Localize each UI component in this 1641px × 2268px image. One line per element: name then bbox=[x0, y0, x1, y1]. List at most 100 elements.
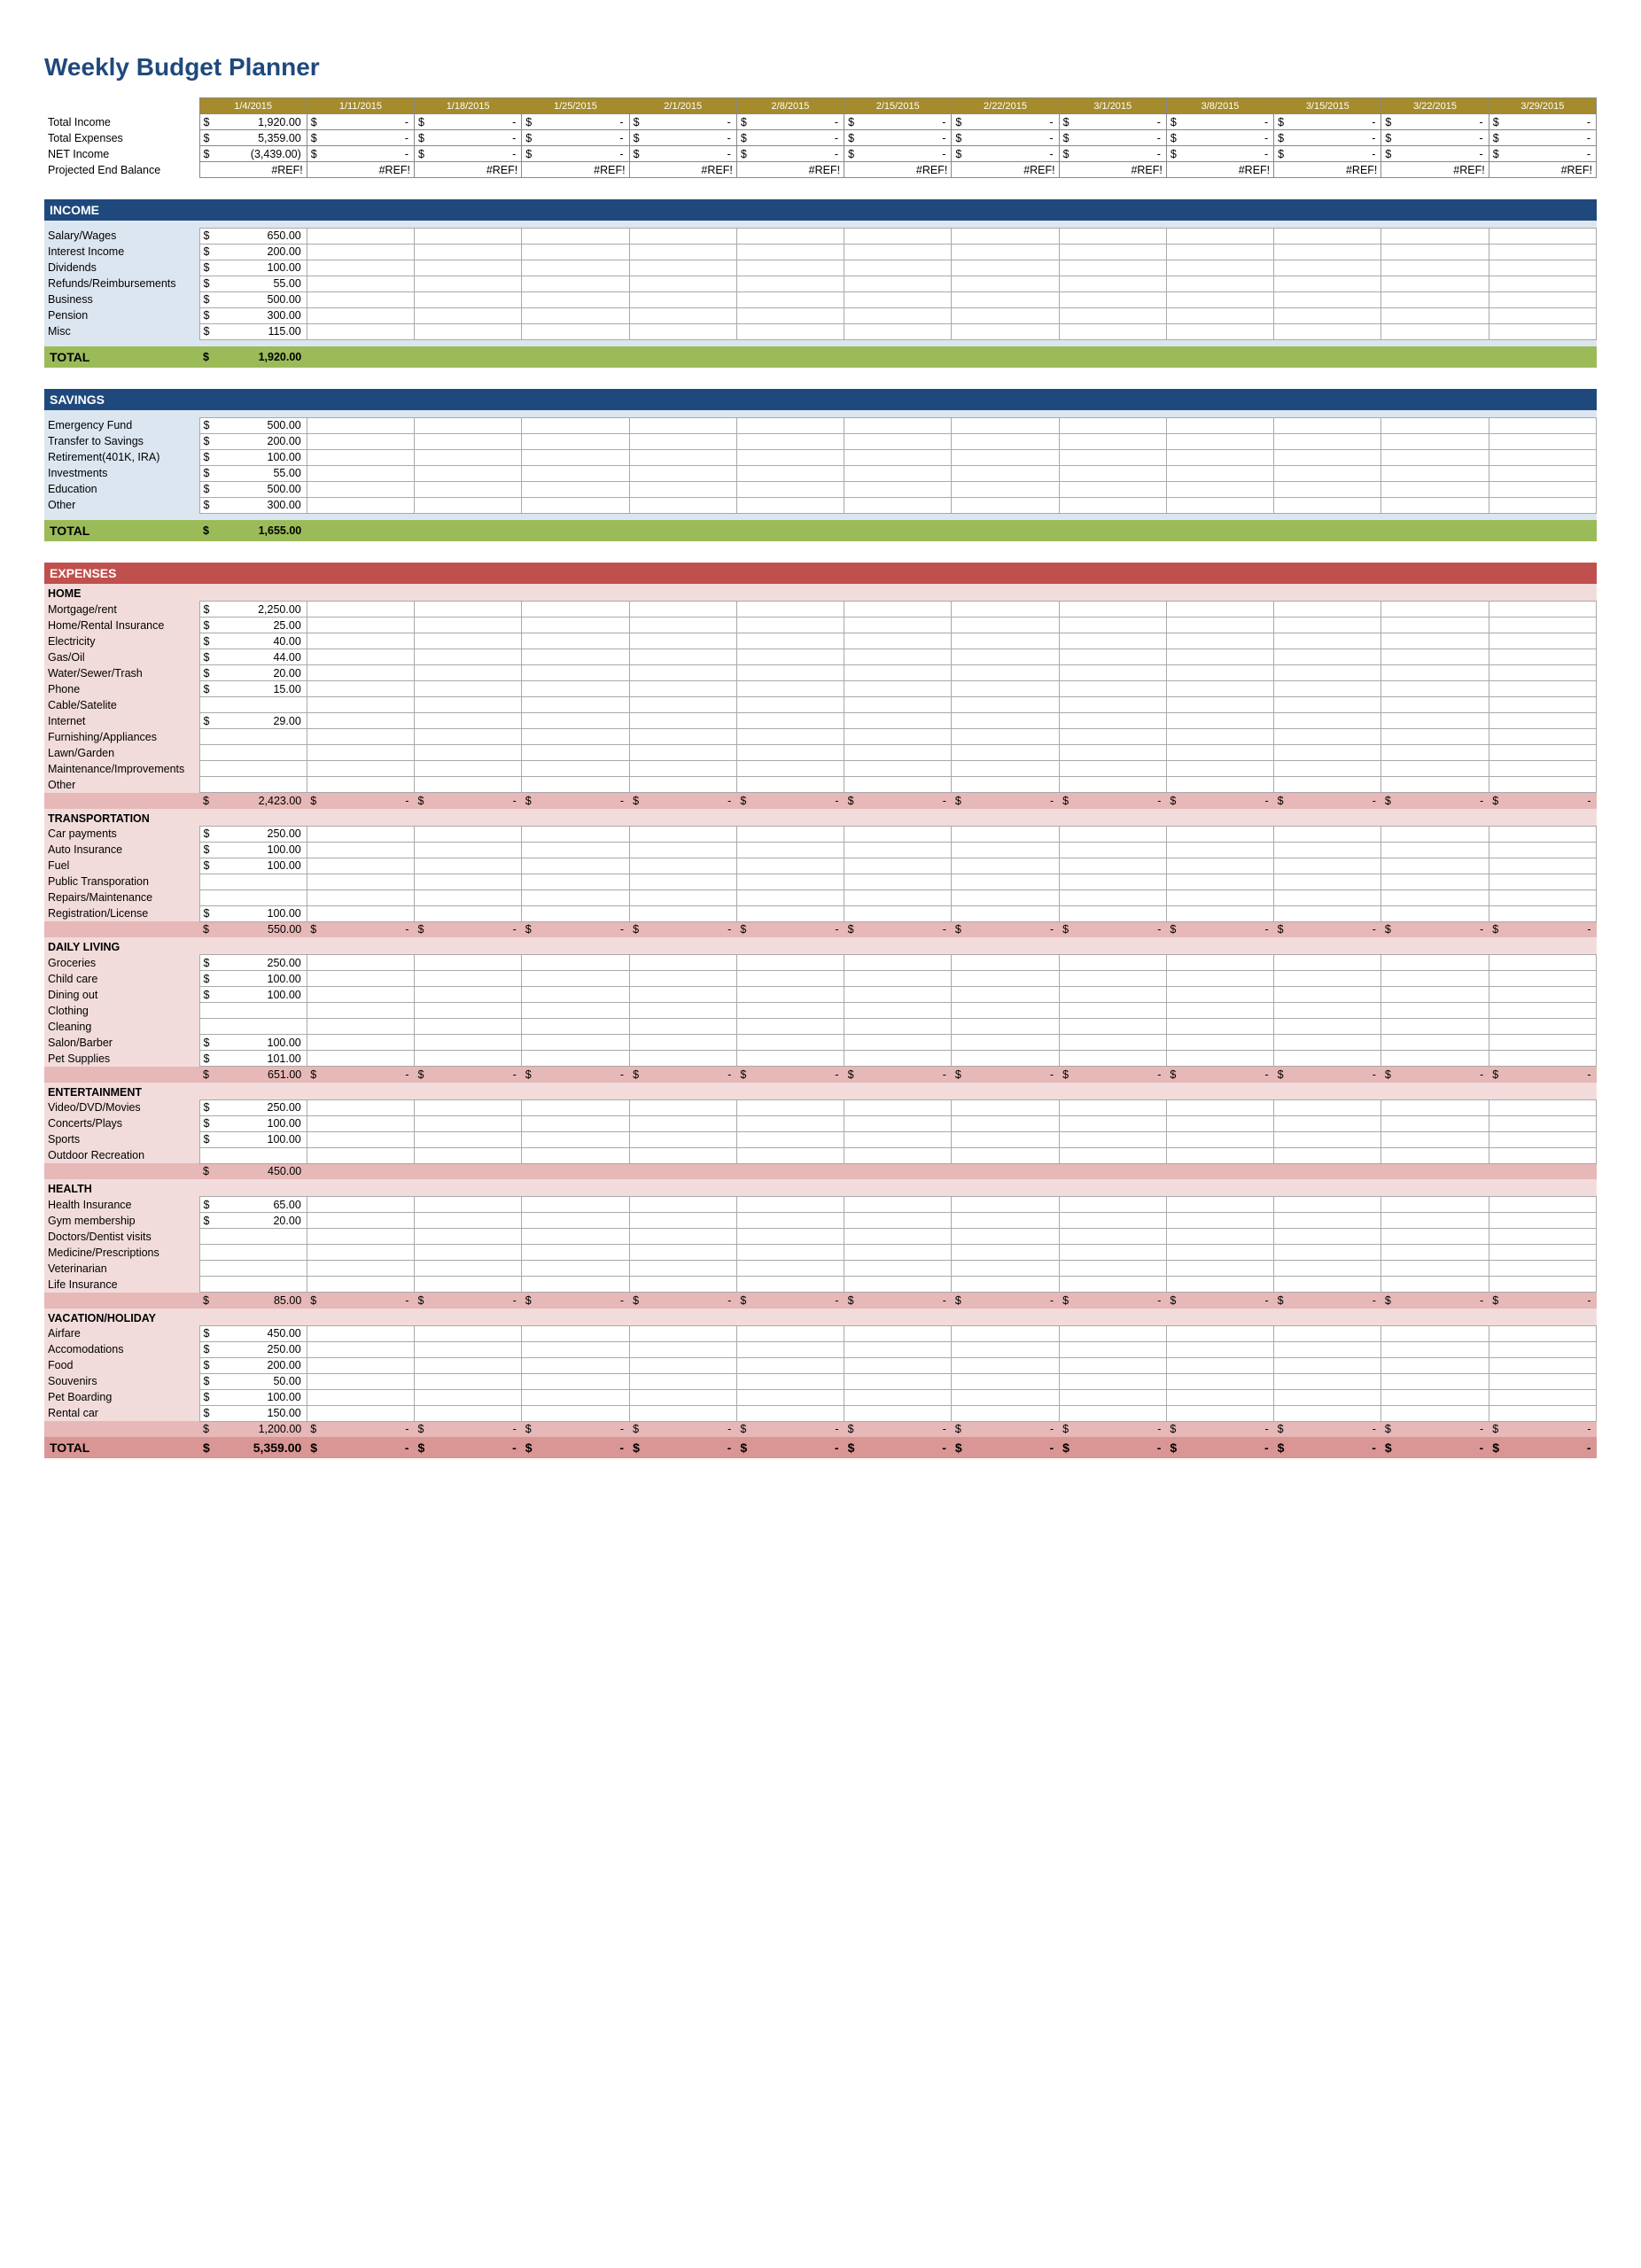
cell[interactable]: $- bbox=[415, 114, 522, 130]
cell[interactable]: $- bbox=[736, 146, 844, 162]
cell[interactable] bbox=[952, 842, 1059, 858]
cell[interactable] bbox=[522, 681, 629, 697]
cell[interactable] bbox=[1489, 987, 1596, 1003]
cell[interactable] bbox=[629, 307, 736, 323]
cell[interactable] bbox=[415, 1261, 522, 1277]
cell[interactable] bbox=[522, 1003, 629, 1019]
cell[interactable] bbox=[1274, 1051, 1381, 1067]
cell[interactable]: $- bbox=[415, 146, 522, 162]
cell[interactable] bbox=[199, 1245, 307, 1261]
cell[interactable] bbox=[736, 602, 844, 617]
cell[interactable] bbox=[307, 842, 414, 858]
cell[interactable] bbox=[307, 260, 414, 276]
cell[interactable] bbox=[1274, 729, 1381, 745]
cell[interactable]: $- bbox=[952, 793, 1059, 809]
cell[interactable]: $- bbox=[736, 793, 844, 809]
cell[interactable] bbox=[522, 244, 629, 260]
cell[interactable] bbox=[844, 858, 952, 874]
cell[interactable] bbox=[1381, 987, 1489, 1003]
cell[interactable] bbox=[1059, 633, 1166, 649]
cell[interactable]: $550.00 bbox=[199, 921, 307, 937]
cell[interactable] bbox=[736, 617, 844, 633]
cell[interactable] bbox=[1274, 1131, 1381, 1147]
cell[interactable] bbox=[307, 745, 414, 761]
cell[interactable] bbox=[522, 1277, 629, 1293]
cell[interactable] bbox=[952, 1325, 1059, 1341]
cell[interactable] bbox=[1274, 842, 1381, 858]
cell[interactable]: $- bbox=[629, 921, 736, 937]
cell[interactable] bbox=[1381, 1229, 1489, 1245]
cell[interactable] bbox=[844, 681, 952, 697]
cell[interactable] bbox=[1274, 1229, 1381, 1245]
cell[interactable]: $- bbox=[629, 1421, 736, 1437]
cell[interactable] bbox=[1381, 649, 1489, 665]
cell[interactable] bbox=[844, 291, 952, 307]
cell[interactable]: $- bbox=[307, 130, 414, 146]
cell[interactable]: $- bbox=[844, 1437, 952, 1458]
cell[interactable] bbox=[522, 1131, 629, 1147]
cell[interactable] bbox=[1489, 1213, 1596, 1229]
cell[interactable] bbox=[629, 1035, 736, 1051]
cell[interactable] bbox=[1059, 1277, 1166, 1293]
cell[interactable] bbox=[1489, 842, 1596, 858]
cell[interactable] bbox=[415, 291, 522, 307]
cell[interactable] bbox=[307, 826, 414, 842]
cell[interactable] bbox=[1489, 1373, 1596, 1389]
cell[interactable] bbox=[1381, 449, 1489, 465]
cell[interactable] bbox=[1381, 276, 1489, 291]
cell[interactable] bbox=[736, 1341, 844, 1357]
cell[interactable] bbox=[1489, 1325, 1596, 1341]
cell[interactable] bbox=[415, 497, 522, 513]
cell[interactable]: #REF! bbox=[736, 162, 844, 178]
cell[interactable] bbox=[629, 417, 736, 433]
cell[interactable]: $- bbox=[1274, 921, 1381, 937]
cell[interactable] bbox=[1489, 291, 1596, 307]
cell[interactable] bbox=[415, 1131, 522, 1147]
cell[interactable] bbox=[629, 1229, 736, 1245]
cell[interactable] bbox=[522, 449, 629, 465]
cell[interactable]: $- bbox=[1166, 1421, 1273, 1437]
cell[interactable] bbox=[1381, 1035, 1489, 1051]
cell[interactable]: $300.00 bbox=[199, 497, 307, 513]
cell[interactable] bbox=[1059, 1373, 1166, 1389]
cell[interactable] bbox=[1381, 1019, 1489, 1035]
cell[interactable] bbox=[736, 1115, 844, 1131]
cell[interactable] bbox=[1489, 681, 1596, 697]
cell[interactable] bbox=[1381, 228, 1489, 244]
cell[interactable] bbox=[307, 1213, 414, 1229]
cell[interactable]: $150.00 bbox=[199, 1405, 307, 1421]
cell[interactable] bbox=[1059, 1213, 1166, 1229]
cell[interactable] bbox=[1489, 1131, 1596, 1147]
cell[interactable]: $- bbox=[1059, 921, 1166, 937]
cell[interactable] bbox=[522, 1357, 629, 1373]
cell[interactable] bbox=[952, 649, 1059, 665]
cell[interactable] bbox=[629, 481, 736, 497]
cell[interactable] bbox=[522, 665, 629, 681]
cell[interactable] bbox=[307, 633, 414, 649]
cell[interactable] bbox=[736, 649, 844, 665]
cell[interactable] bbox=[736, 1197, 844, 1213]
cell[interactable] bbox=[1274, 481, 1381, 497]
cell[interactable]: $- bbox=[1059, 793, 1166, 809]
cell[interactable]: $100.00 bbox=[199, 1389, 307, 1405]
cell[interactable]: #REF! bbox=[952, 162, 1059, 178]
cell[interactable] bbox=[415, 874, 522, 889]
cell[interactable] bbox=[415, 858, 522, 874]
cell[interactable] bbox=[522, 633, 629, 649]
cell[interactable]: $- bbox=[1059, 146, 1166, 162]
cell[interactable] bbox=[199, 697, 307, 713]
cell[interactable] bbox=[1166, 713, 1273, 729]
cell[interactable]: #REF! bbox=[522, 162, 629, 178]
cell[interactable] bbox=[844, 842, 952, 858]
cell[interactable] bbox=[522, 1341, 629, 1357]
cell[interactable] bbox=[199, 889, 307, 905]
cell[interactable] bbox=[307, 729, 414, 745]
cell[interactable] bbox=[1274, 761, 1381, 777]
cell[interactable]: $250.00 bbox=[199, 955, 307, 971]
cell[interactable] bbox=[1274, 889, 1381, 905]
cell[interactable]: $- bbox=[952, 1067, 1059, 1083]
cell[interactable] bbox=[1059, 276, 1166, 291]
cell[interactable]: $500.00 bbox=[199, 481, 307, 497]
cell[interactable]: $2,423.00 bbox=[199, 793, 307, 809]
cell[interactable] bbox=[1274, 617, 1381, 633]
